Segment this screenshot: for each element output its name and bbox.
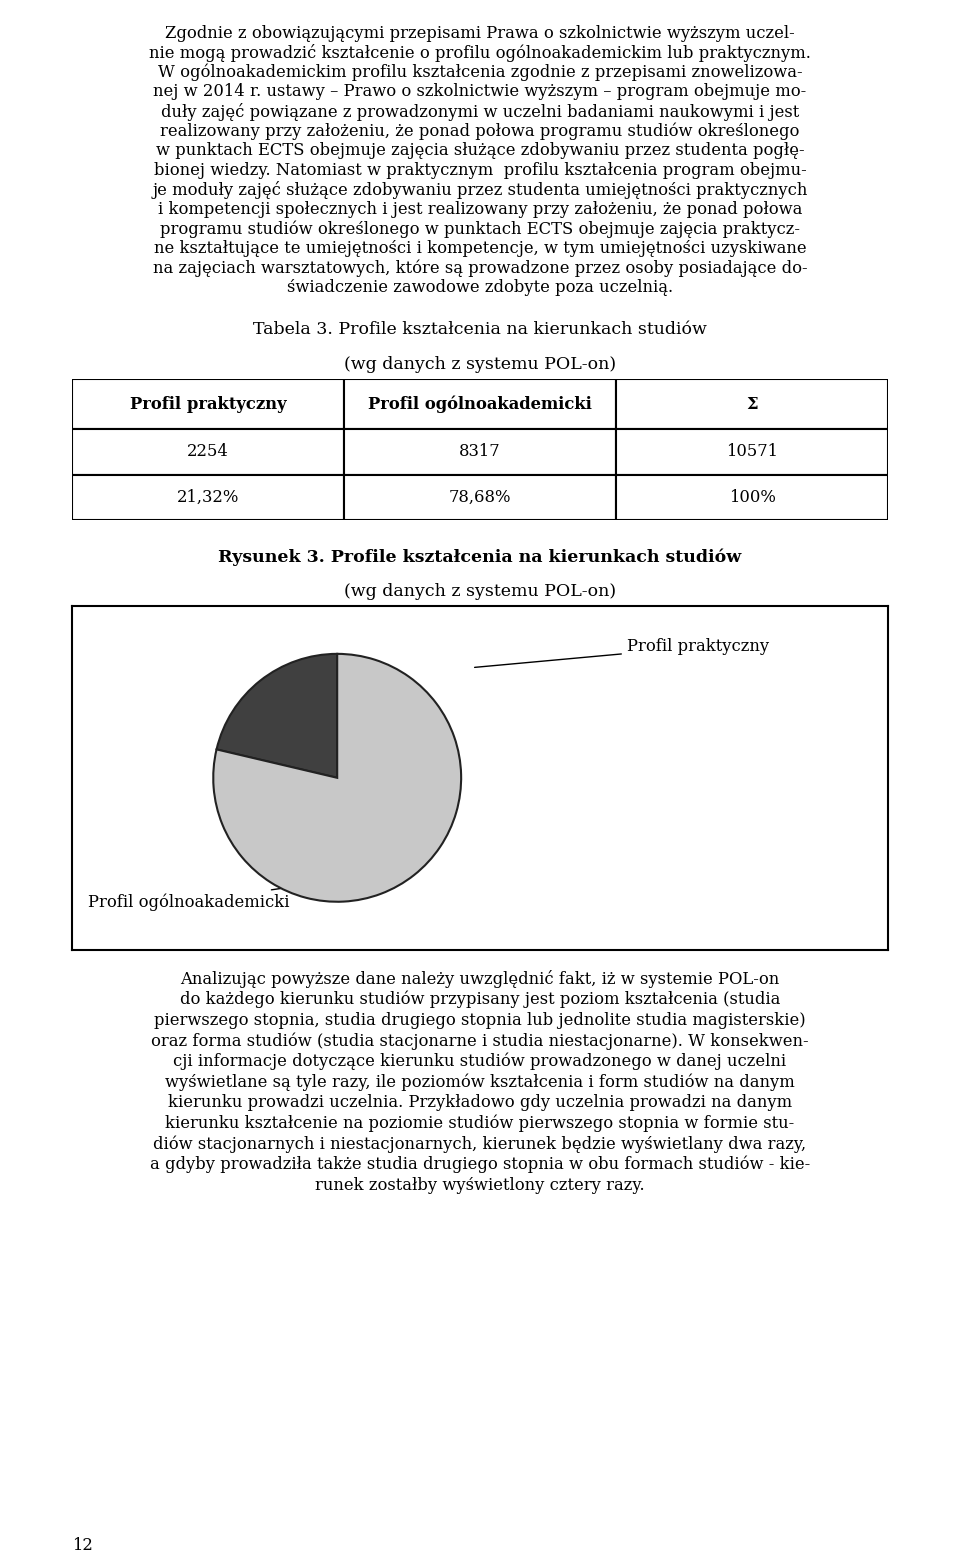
Text: je moduły zajęć służące zdobywaniu przez studenta umiejętności praktycznych: je moduły zajęć służące zdobywaniu przez… — [153, 180, 807, 199]
Bar — [344, 379, 616, 429]
Text: realizowany przy założeniu, że ponad połowa programu studiów określonego: realizowany przy założeniu, że ponad poł… — [160, 122, 800, 139]
Text: Profil praktyczny: Profil praktyczny — [130, 396, 286, 413]
Bar — [344, 429, 616, 474]
Text: Σ: Σ — [746, 396, 758, 413]
Bar — [344, 474, 616, 520]
Bar — [616, 474, 888, 520]
Text: Profil praktyczny: Profil praktyczny — [474, 639, 769, 667]
Text: duły zajęć powiązane z prowadzonymi w uczelni badaniami naukowymi i jest: duły zajęć powiązane z prowadzonymi w uc… — [161, 102, 799, 121]
Bar — [72, 429, 344, 474]
Text: oraz forma studiów (studia stacjonarne i studia niestacjonarne). W konsekwen-: oraz forma studiów (studia stacjonarne i… — [151, 1033, 809, 1050]
Text: Profil ogólnoakademicki: Profil ogólnoakademicki — [88, 889, 290, 911]
Wedge shape — [213, 654, 461, 901]
Text: ne kształtujące te umiejętności i kompetencje, w tym umiejętności uzyskiwane: ne kształtujące te umiejętności i kompet… — [154, 239, 806, 257]
Text: programu studiów określonego w punktach ECTS obejmuje zajęcia praktycz-: programu studiów określonego w punktach … — [160, 221, 800, 238]
Text: świadczenie zawodowe zdobyte poza uczelnią.: świadczenie zawodowe zdobyte poza uczeln… — [287, 279, 673, 296]
Bar — [616, 379, 888, 429]
Text: 2254: 2254 — [187, 443, 228, 460]
Bar — [616, 429, 888, 474]
Text: 21,32%: 21,32% — [177, 488, 239, 505]
Text: i kompetencji społecznych i jest realizowany przy założeniu, że ponad połowa: i kompetencji społecznych i jest realizo… — [157, 200, 803, 218]
Text: (wg danych z systemu POL-on): (wg danych z systemu POL-on) — [344, 357, 616, 374]
Text: Analizując powyższe dane należy uwzględnić fakt, iż w systemie POL-on: Analizując powyższe dane należy uwzględn… — [180, 970, 780, 988]
Bar — [72, 474, 344, 520]
Text: 8317: 8317 — [459, 443, 501, 460]
Text: kierunku prowadzi uczelnia. Przykładowo gdy uczelnia prowadzi na danym: kierunku prowadzi uczelnia. Przykładowo … — [168, 1094, 792, 1111]
Text: bionej wiedzy. Natomiast w praktycznym  profilu kształcenia program obejmu-: bionej wiedzy. Natomiast w praktycznym p… — [154, 161, 806, 178]
Text: diów stacjonarnych i niestacjonarnych, kierunek będzie wyświetlany dwa razy,: diów stacjonarnych i niestacjonarnych, k… — [154, 1135, 806, 1153]
Text: 100%: 100% — [729, 488, 776, 505]
Text: Rysunek 3. Profile kształcenia na kierunkach studiów: Rysunek 3. Profile kształcenia na kierun… — [218, 548, 742, 565]
Text: 12: 12 — [72, 1537, 93, 1554]
Text: 10571: 10571 — [726, 443, 779, 460]
Bar — [72, 379, 344, 429]
Text: W ogólnoakademickim profilu kształcenia zgodnie z przepisami znowelizowa-: W ogólnoakademickim profilu kształcenia … — [157, 64, 803, 81]
Text: 78,68%: 78,68% — [448, 488, 512, 505]
Text: kierunku kształcenie na poziomie studiów pierwszego stopnia w formie stu-: kierunku kształcenie na poziomie studiów… — [165, 1114, 795, 1131]
Text: runek zostałby wyświetlony cztery razy.: runek zostałby wyświetlony cztery razy. — [315, 1177, 645, 1194]
Text: a gdyby prowadziła także studia drugiego stopnia w obu formach studiów - kie-: a gdyby prowadziła także studia drugiego… — [150, 1157, 810, 1174]
Text: Profil ogólnoakademicki: Profil ogólnoakademicki — [368, 396, 592, 413]
Text: w punktach ECTS obejmuje zajęcia służące zdobywaniu przez studenta pogłę-: w punktach ECTS obejmuje zajęcia służące… — [156, 142, 804, 160]
Text: Tabela 3. Profile kształcenia na kierunkach studiów: Tabela 3. Profile kształcenia na kierunk… — [253, 321, 707, 338]
Text: wyświetlane są tyle razy, ile poziomów kształcenia i form studiów na danym: wyświetlane są tyle razy, ile poziomów k… — [165, 1074, 795, 1091]
Wedge shape — [217, 654, 337, 778]
Text: nej w 2014 r. ustawy – Prawo o szkolnictwie wyższym – program obejmuje mo-: nej w 2014 r. ustawy – Prawo o szkolnict… — [154, 83, 806, 100]
Text: do każdego kierunku studiów przypisany jest poziom kształcenia (studia: do każdego kierunku studiów przypisany j… — [180, 991, 780, 1008]
Text: pierwszego stopnia, studia drugiego stopnia lub jednolite studia magisterskie): pierwszego stopnia, studia drugiego stop… — [155, 1013, 805, 1028]
Text: Zgodnie z obowiązującymi przepisami Prawa o szkolnictwie wyższym uczel-: Zgodnie z obowiązującymi przepisami Praw… — [165, 25, 795, 42]
Text: na zajęciach warsztatowych, które są prowadzone przez osoby posiadające do-: na zajęciach warsztatowych, które są pro… — [153, 260, 807, 277]
Text: nie mogą prowadzić kształcenie o profilu ogólnoakademickim lub praktycznym.: nie mogą prowadzić kształcenie o profilu… — [149, 44, 811, 63]
Text: (wg danych z systemu POL-on): (wg danych z systemu POL-on) — [344, 584, 616, 601]
Text: cji informacje dotyczące kierunku studiów prowadzonego w danej uczelni: cji informacje dotyczące kierunku studió… — [174, 1053, 786, 1070]
